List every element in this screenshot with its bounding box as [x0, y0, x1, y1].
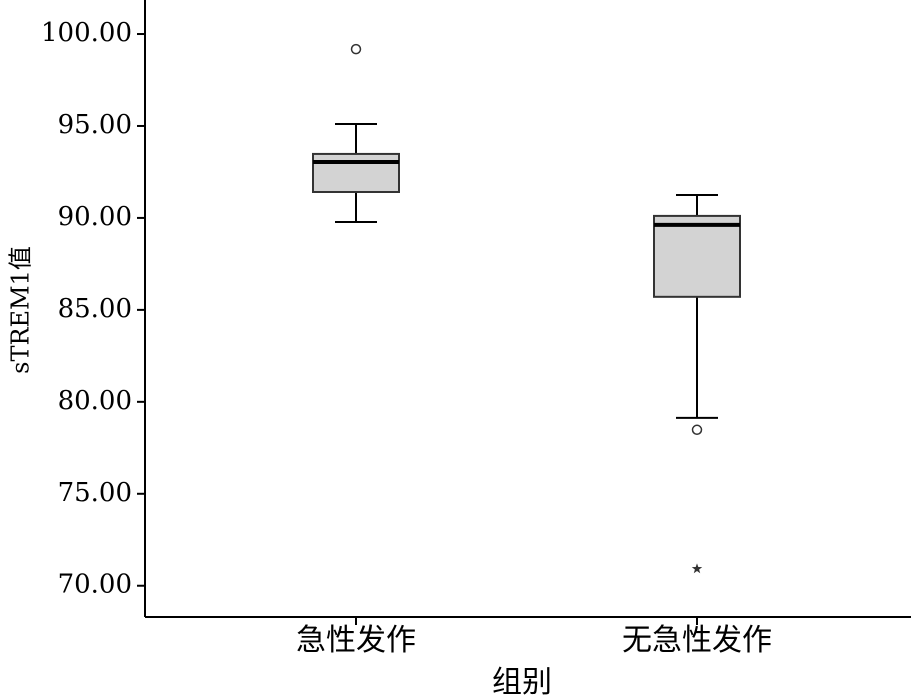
outlier: [350, 43, 362, 55]
y-tick-label: 85.00: [58, 294, 132, 324]
y-tick-label: 95.00: [58, 110, 132, 140]
y-tick-label: 75.00: [58, 478, 132, 508]
box: [312, 152, 400, 193]
x-axis-label: 组别: [492, 665, 552, 700]
y-tick-label: 80.00: [58, 386, 132, 416]
y-tick-label: 70.00: [58, 570, 132, 600]
x-tick-label: 无急性发作: [622, 623, 772, 658]
box: [653, 214, 741, 298]
extreme: [691, 563, 703, 574]
x-tick-label: 急性发作: [296, 623, 416, 658]
y-tick-label: 90.00: [58, 202, 132, 232]
y-tick-label: 100.00: [41, 18, 132, 48]
outlier: [691, 424, 703, 436]
y-axis-label: sTREM1值: [7, 246, 35, 374]
